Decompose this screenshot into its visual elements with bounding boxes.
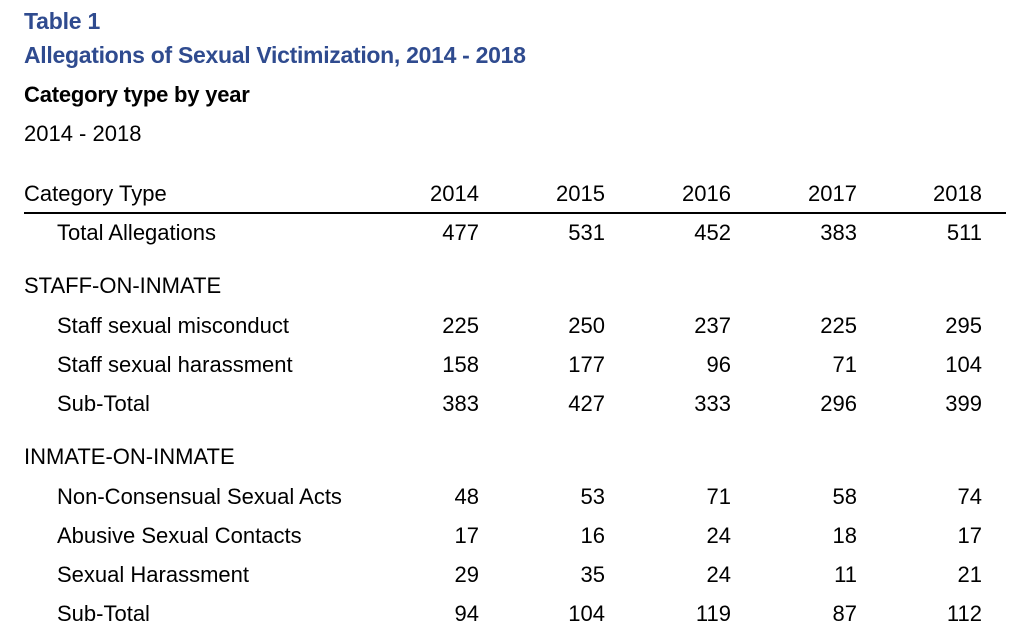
year-header-2018: 2018: [857, 176, 982, 214]
subtotal-row: Sub-Total 94 104 119 87 112: [24, 594, 1006, 633]
cell-value: 511: [946, 220, 982, 245]
cell-value: 16: [580, 522, 605, 548]
allegations-table: Category Type 2014 2015 2016 2017 2018 T…: [24, 176, 1006, 633]
row-label: Sub-Total: [57, 390, 150, 416]
year-header-2014: 2014: [407, 176, 479, 214]
table-row: Abusive Sexual Contacts 17 16 24 18 17: [24, 516, 1006, 555]
year-range: 2014 - 2018: [24, 121, 142, 146]
cell-value: 24: [706, 561, 731, 587]
table-row: Staff sexual misconduct 225 250 237 225 …: [24, 306, 1006, 345]
cell-value: 158: [442, 351, 479, 377]
cell-value: 177: [568, 351, 605, 377]
cell-value: 87: [832, 600, 857, 626]
cell-value: 383: [820, 220, 857, 245]
table-row: Staff sexual harassment 158 177 96 71 10…: [24, 345, 1006, 384]
cell-value: 29: [454, 561, 479, 587]
cell-value: 74: [957, 483, 982, 509]
table-row: Sexual Harassment 29 35 24 11 21: [24, 555, 1006, 594]
cell-value: 71: [706, 483, 731, 509]
cell-value: 21: [957, 561, 982, 587]
cell-value: 250: [568, 312, 605, 338]
table-title: Allegations of Sexual Victimization, 201…: [24, 42, 526, 68]
table-header-row: Category Type 2014 2015 2016 2017 2018: [24, 176, 1006, 214]
cell-value: 35: [580, 561, 605, 587]
row-label: Non-Consensual Sexual Acts: [57, 483, 342, 509]
cell-value: 11: [834, 561, 857, 587]
category-type-header: Category Type: [24, 176, 407, 214]
cell-value: 53: [580, 483, 605, 509]
row-label: Staff sexual harassment: [57, 351, 293, 377]
cell-value: 383: [442, 390, 479, 416]
cell-value: 24: [706, 522, 731, 548]
row-label: Sexual Harassment: [57, 561, 249, 587]
row-label: Abusive Sexual Contacts: [57, 522, 302, 548]
cell-value: 295: [945, 312, 982, 338]
table-number: Table 1: [24, 8, 101, 34]
cell-value: 71: [832, 351, 857, 377]
cell-value: 333: [694, 390, 731, 416]
cell-value: 477: [442, 220, 479, 245]
cell-value: 18: [832, 522, 857, 548]
section-header-staff-on-inmate: STAFF-ON-INMATE: [24, 266, 1006, 306]
row-label: Staff sexual misconduct: [57, 312, 289, 338]
cell-value: 104: [945, 351, 982, 377]
cell-value: 96: [706, 351, 731, 377]
section-label: INMATE-ON-INMATE: [24, 444, 235, 469]
cell-value: 225: [820, 312, 857, 338]
table-row: Non-Consensual Sexual Acts 48 53 71 58 7…: [24, 477, 1006, 516]
cell-value: 17: [454, 522, 479, 548]
cell-value: 399: [945, 390, 982, 416]
row-label: Total Allegations: [57, 220, 216, 245]
year-header-2016: 2016: [605, 176, 731, 214]
cell-value: 17: [957, 522, 982, 548]
cell-value: 296: [820, 390, 857, 416]
cell-value: 225: [442, 312, 479, 338]
cell-value: 48: [454, 483, 479, 509]
total-allegations-row: Total Allegations 477 531 452 383 511: [24, 213, 1006, 252]
table-heading: Category type by year: [24, 82, 250, 107]
cell-value: 237: [694, 312, 731, 338]
cell-value: 119: [695, 600, 731, 626]
cell-value: 112: [946, 600, 982, 626]
header-spacer: [982, 176, 1006, 214]
cell-value: 58: [832, 483, 857, 509]
year-header-2015: 2015: [479, 176, 605, 214]
subtotal-row: Sub-Total 383 427 333 296 399: [24, 384, 1006, 423]
cell-value: 427: [568, 390, 605, 416]
cell-value: 104: [568, 600, 605, 626]
cell-value: 94: [454, 600, 479, 626]
cell-value: 531: [568, 220, 605, 245]
section-header-inmate-on-inmate: INMATE-ON-INMATE: [24, 437, 1006, 477]
cell-value: 452: [694, 220, 731, 245]
year-header-2017: 2017: [731, 176, 857, 214]
row-label: Sub-Total: [57, 600, 150, 626]
section-label: STAFF-ON-INMATE: [24, 273, 222, 298]
